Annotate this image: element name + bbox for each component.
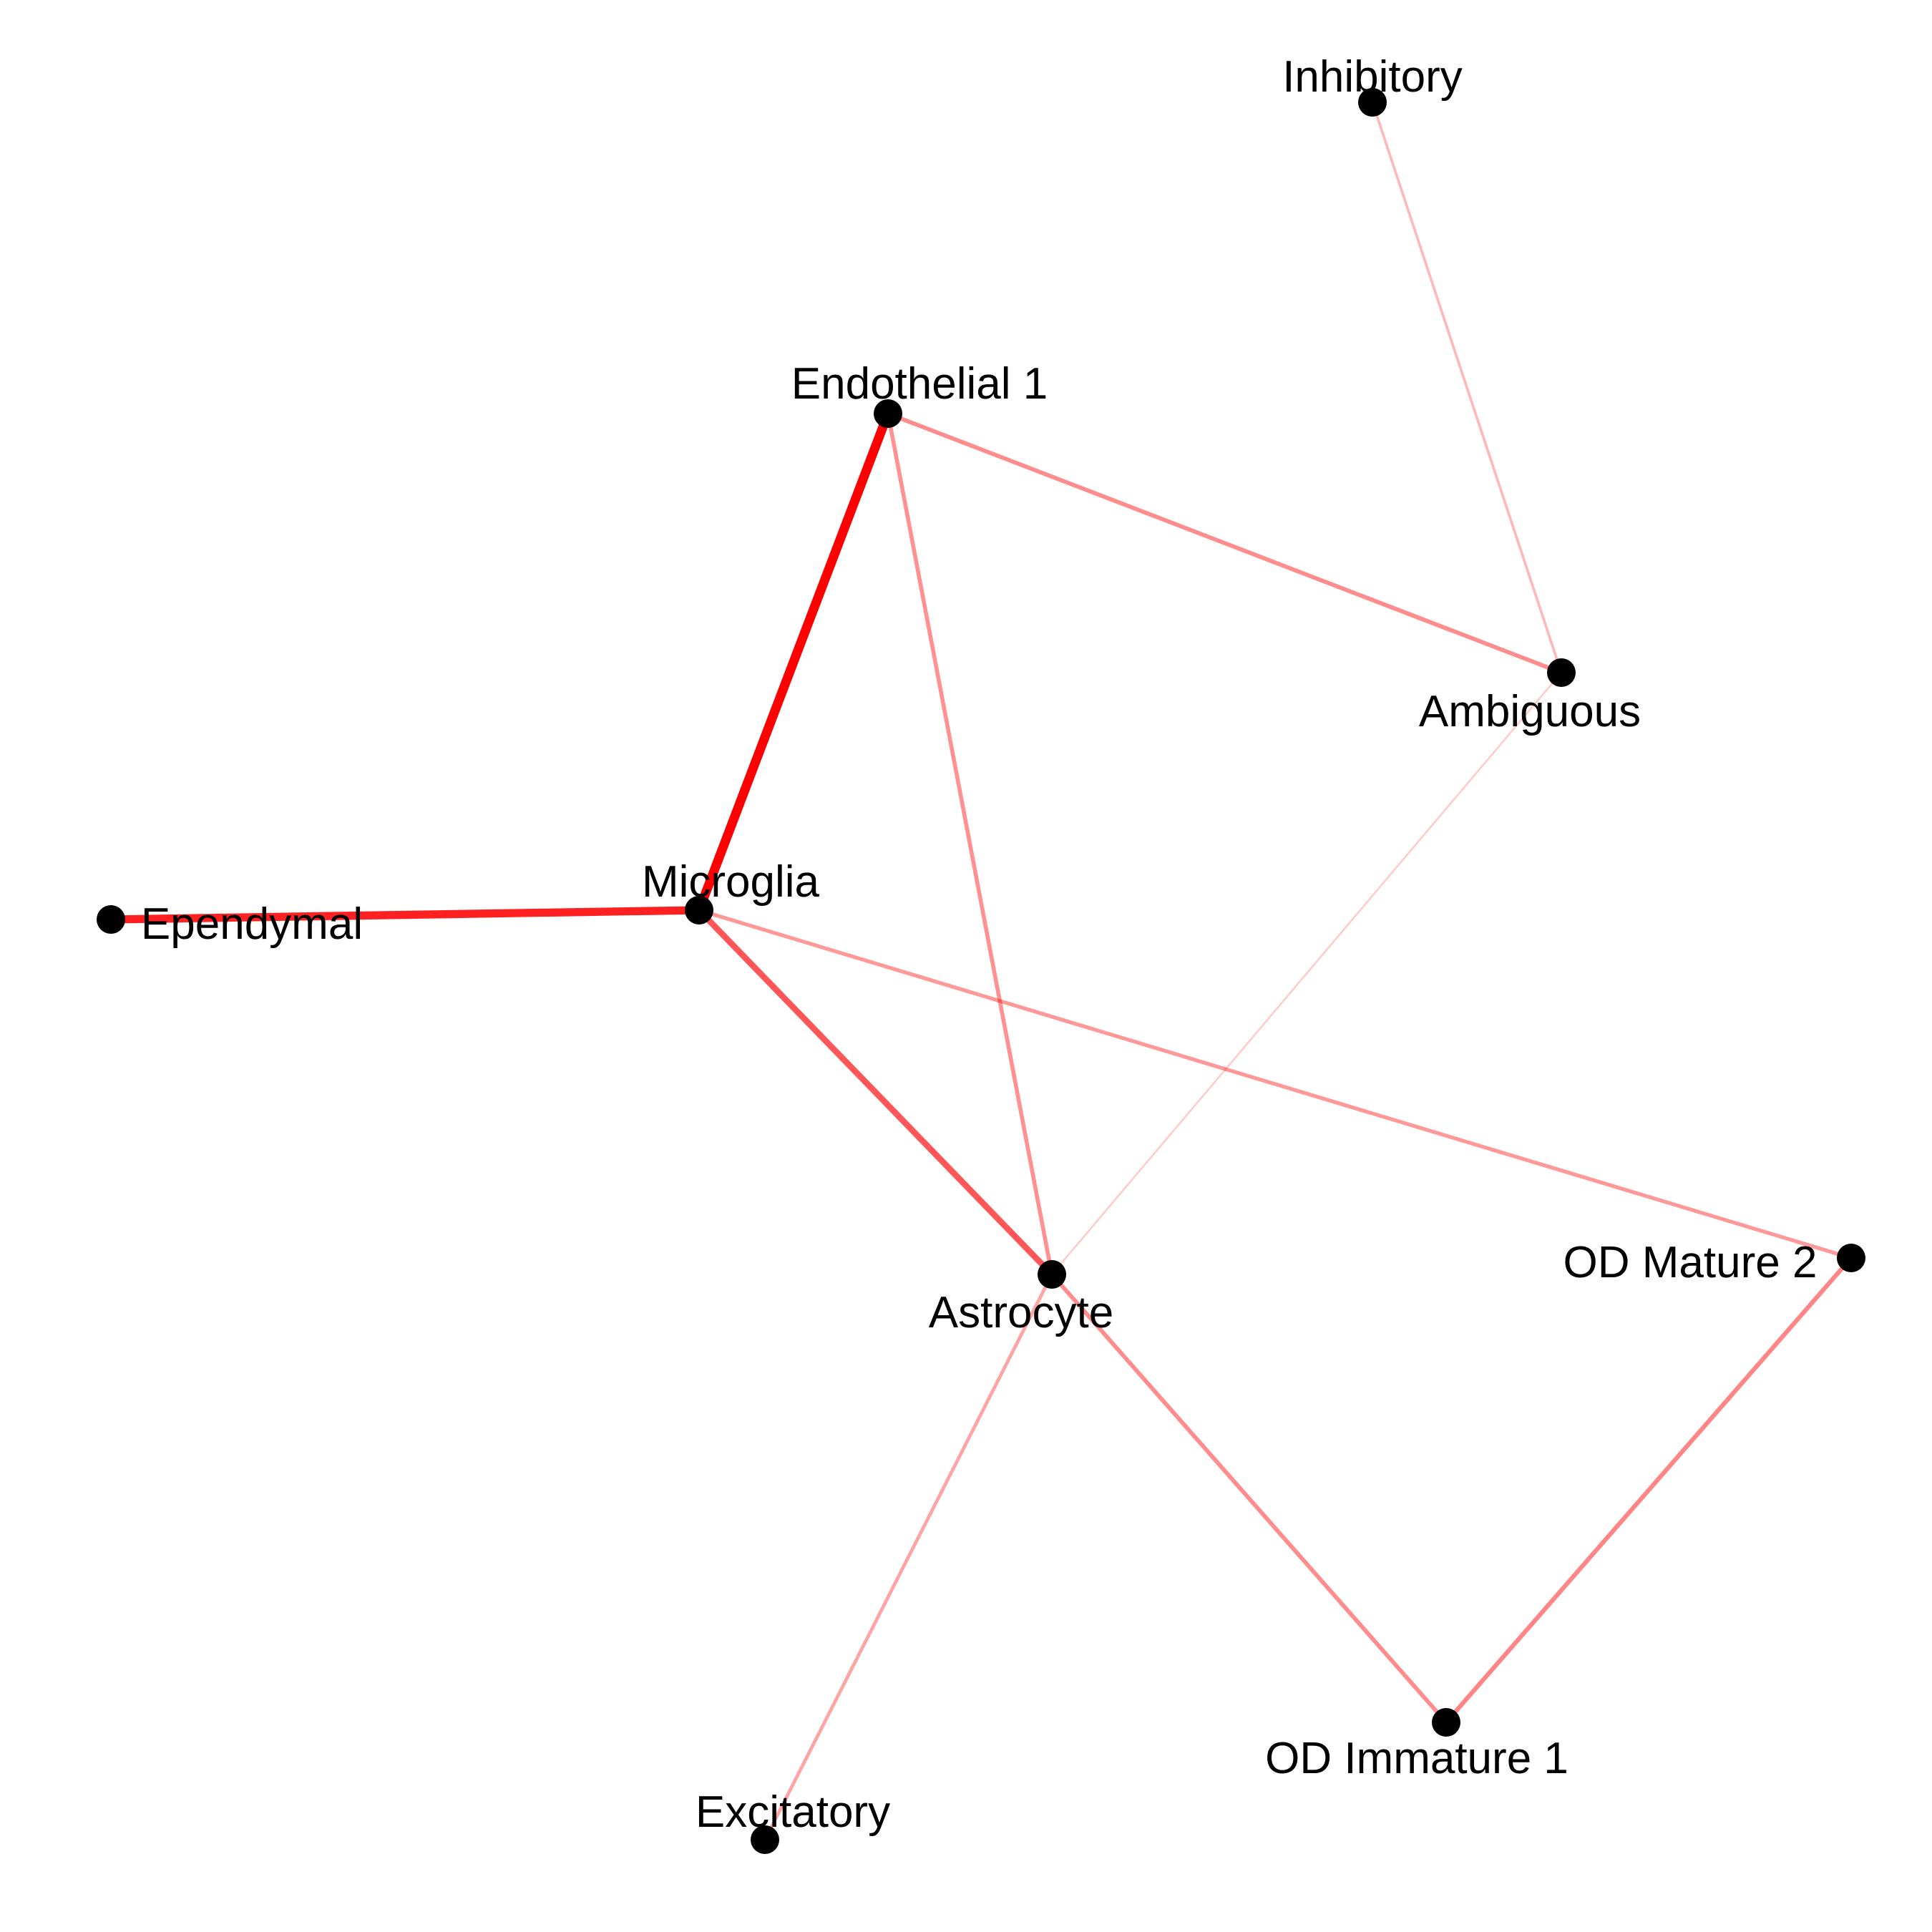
node-endothelial1 bbox=[874, 399, 902, 428]
edge-odimmature1-odmature2 bbox=[1444, 1256, 1853, 1724]
node-label-endothelial1: Endothelial 1 bbox=[791, 359, 1048, 409]
edge-astrocyte-odimmature1 bbox=[1050, 1273, 1448, 1724]
node-astrocyte bbox=[1038, 1260, 1066, 1289]
node-odimmature1 bbox=[1432, 1708, 1460, 1737]
edge-ambiguous-astrocyte bbox=[1050, 672, 1563, 1275]
edge-endothelial1-astrocyte bbox=[886, 413, 1054, 1275]
node-label-astrocyte: Astrocyte bbox=[929, 1288, 1113, 1337]
edge-astrocyte-excitatory bbox=[763, 1273, 1054, 1841]
node-inhibitory bbox=[1358, 88, 1387, 117]
labels-layer: Inhibitory Endothelial 1 Ambiguous Microgli… bbox=[141, 52, 1818, 1837]
node-ependymal bbox=[97, 905, 125, 934]
node-label-odimmature1: OD Immature 1 bbox=[1265, 1734, 1568, 1783]
node-microglia bbox=[685, 896, 713, 924]
node-label-odmature2: OD Mature 2 bbox=[1563, 1238, 1818, 1287]
edge-ependymal-microglia bbox=[110, 906, 700, 924]
edge-microglia-odmature2 bbox=[698, 908, 1852, 1260]
node-label-microglia: Microglia bbox=[642, 857, 820, 907]
node-excitatory bbox=[751, 1825, 779, 1854]
node-label-inhibitory: Inhibitory bbox=[1282, 52, 1463, 102]
nodes-layer bbox=[97, 88, 1865, 1854]
node-ambiguous bbox=[1547, 658, 1576, 687]
node-label-excitatory: Excitatory bbox=[696, 1787, 890, 1837]
node-label-ambiguous: Ambiguous bbox=[1419, 687, 1641, 736]
node-odmature2 bbox=[1837, 1244, 1865, 1272]
edge-endothelial1-ambiguous bbox=[887, 411, 1563, 675]
edges-layer bbox=[110, 102, 1853, 1841]
edge-inhibitory-ambiguous bbox=[1371, 102, 1563, 673]
node-label-ependymal: Ependymal bbox=[141, 899, 363, 949]
edge-microglia-endothelial1 bbox=[694, 411, 893, 912]
edge-microglia-astrocyte bbox=[696, 908, 1055, 1277]
